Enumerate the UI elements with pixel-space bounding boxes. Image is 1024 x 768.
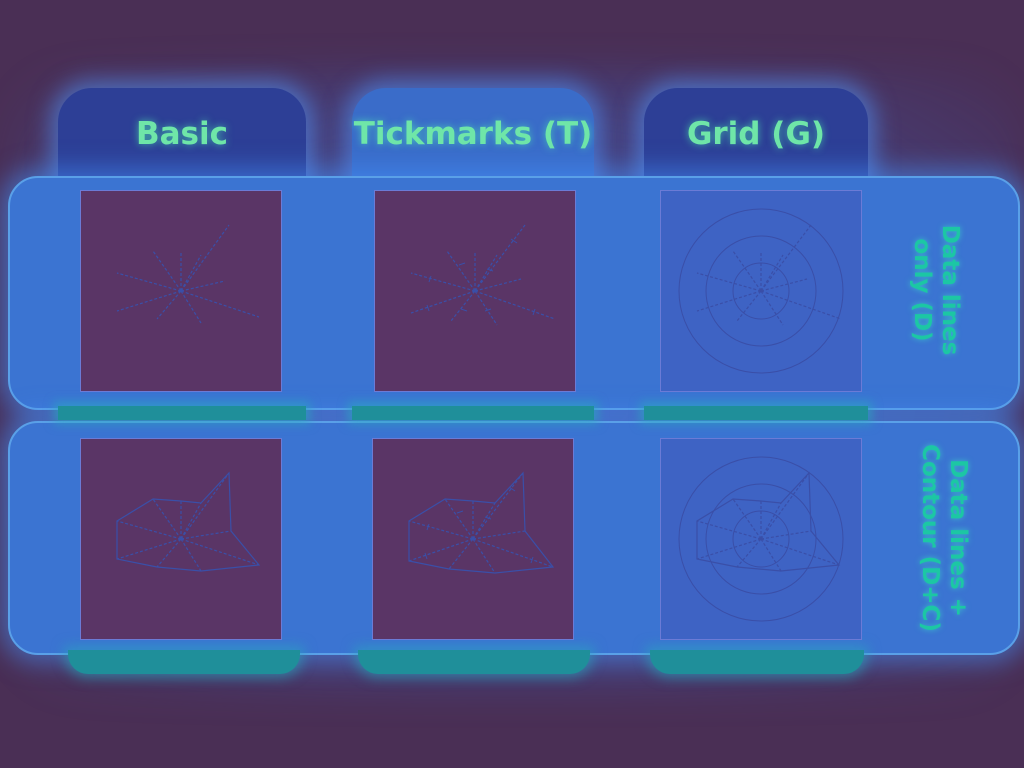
column-header-basic: Basic [58,88,306,188]
star-glyph-tickmarks-contour [372,438,574,640]
star-glyph-tickmarks-data-lines [374,190,576,392]
column-divider-strip [352,406,594,420]
row-label-line: Data lines [937,224,963,356]
star-glyph-basic-contour [80,438,282,640]
column-header-grid: Grid (G) [644,88,868,188]
star-glyph-plot [116,224,260,324]
row-label-data-lines-contour: Data lines + Contour (D+C) [904,438,984,638]
row-label-line: Contour (D+C) [917,444,943,632]
column-header-tickmarks: Tickmarks (T) [352,88,594,188]
star-glyph-plot [116,471,261,572]
column-footer [358,650,590,674]
row-label-line: Data lines + [945,459,971,617]
column-divider-strip [644,406,868,420]
star-glyph-grid-data-lines [660,190,862,392]
column-footer [650,650,864,674]
row-label-line: only (D) [909,238,935,342]
column-header-label: Tickmarks (T) [353,116,593,152]
column-divider-strip [58,406,306,420]
star-glyph-plot [408,471,555,574]
star-glyph-plot [678,208,844,374]
star-glyph-grid-contour [660,438,862,640]
column-footer [68,650,300,674]
column-header-label: Grid (G) [686,116,826,152]
star-glyph-plot [410,224,556,326]
column-header-label: Basic [135,116,228,152]
row-label-data-lines-only: Data lines only (D) [896,190,976,390]
star-glyph-basic-data-lines [80,190,282,392]
star-glyph-plot [678,456,844,622]
